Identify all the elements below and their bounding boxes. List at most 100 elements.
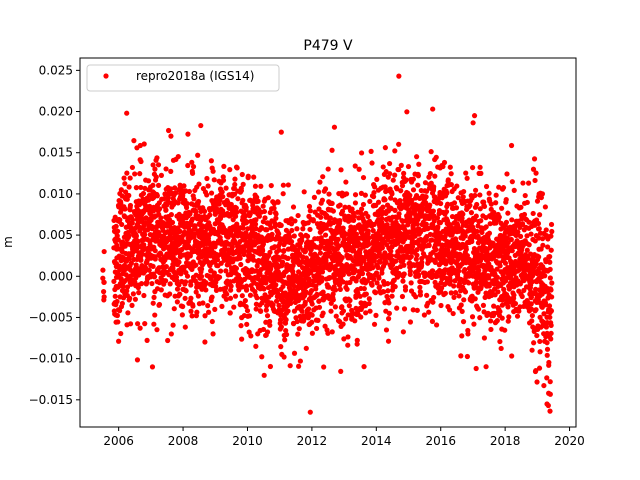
data-point (179, 312, 185, 318)
data-point (189, 159, 195, 165)
data-point (494, 318, 500, 324)
data-point (389, 191, 395, 197)
data-point (356, 166, 362, 172)
data-point (445, 247, 451, 253)
data-point (193, 262, 199, 268)
data-point (349, 206, 355, 212)
data-point (288, 221, 295, 227)
data-point (408, 280, 414, 286)
data-point (470, 120, 476, 126)
data-point (307, 226, 313, 233)
data-point (149, 364, 156, 370)
data-point (548, 233, 554, 239)
data-point (145, 197, 151, 203)
data-point (285, 255, 291, 261)
data-point (163, 278, 169, 284)
data-point (296, 326, 302, 332)
data-point (434, 273, 440, 279)
data-point (474, 279, 480, 285)
data-point (114, 312, 121, 319)
chart-title: P479 V (303, 38, 353, 54)
data-point (515, 218, 521, 224)
data-point (206, 309, 212, 315)
data-point (137, 171, 143, 177)
data-point (465, 331, 471, 337)
data-point (101, 248, 107, 255)
data-point (288, 296, 294, 302)
data-point (152, 248, 158, 254)
data-point (474, 228, 480, 235)
legend-box (86, 64, 280, 92)
data-point (412, 233, 418, 239)
data-point (444, 190, 450, 196)
data-point (451, 200, 458, 206)
data-point (191, 196, 197, 202)
data-point (358, 190, 365, 196)
data-point (365, 228, 371, 234)
data-point (544, 352, 550, 358)
data-point (155, 162, 162, 168)
data-point (361, 219, 367, 225)
data-point (512, 300, 519, 307)
data-point (533, 286, 539, 292)
data-point (505, 318, 511, 324)
data-point (165, 337, 171, 344)
data-point (198, 273, 205, 280)
data-point (466, 280, 472, 286)
data-point (227, 310, 233, 316)
data-point (341, 236, 347, 243)
data-point (321, 364, 327, 370)
data-point (515, 229, 521, 235)
data-point (464, 175, 470, 181)
data-point (291, 233, 297, 239)
data-point (414, 252, 420, 258)
data-point (244, 321, 250, 327)
data-point (418, 187, 424, 194)
data-point (477, 164, 483, 170)
data-point (497, 338, 503, 345)
data-point (278, 344, 284, 350)
data-point (194, 309, 200, 315)
data-point (534, 332, 540, 339)
data-point (426, 242, 432, 249)
data-point (220, 194, 226, 200)
data-point (386, 310, 392, 316)
data-point (196, 181, 202, 187)
data-point (303, 345, 309, 351)
data-point (145, 178, 152, 184)
data-point (150, 300, 156, 306)
data-point (372, 290, 379, 296)
data-point (401, 262, 407, 268)
data-point (218, 268, 224, 274)
data-point (290, 204, 297, 210)
data-point (440, 163, 446, 170)
data-point (502, 260, 509, 266)
data-point (363, 310, 369, 316)
data-point (244, 219, 250, 225)
data-point (283, 327, 289, 334)
data-point (246, 313, 253, 319)
data-point (433, 246, 439, 253)
y-axis-label: m (1, 236, 15, 248)
data-point (526, 242, 532, 248)
data-point (399, 204, 405, 211)
data-point (184, 201, 190, 207)
data-point (183, 288, 189, 294)
data-point (546, 359, 552, 366)
data-point (176, 259, 182, 265)
data-point (187, 211, 193, 217)
data-point (273, 211, 279, 217)
data-point (238, 261, 244, 268)
data-point (151, 274, 158, 280)
data-point (430, 299, 436, 305)
data-point (401, 271, 407, 277)
data-point (276, 247, 282, 253)
data-point (203, 287, 209, 293)
data-point (367, 308, 373, 314)
data-point (382, 184, 388, 190)
data-point (309, 330, 315, 336)
data-point (414, 247, 420, 253)
data-point (394, 186, 400, 192)
data-point (494, 274, 500, 280)
data-point (223, 268, 229, 274)
